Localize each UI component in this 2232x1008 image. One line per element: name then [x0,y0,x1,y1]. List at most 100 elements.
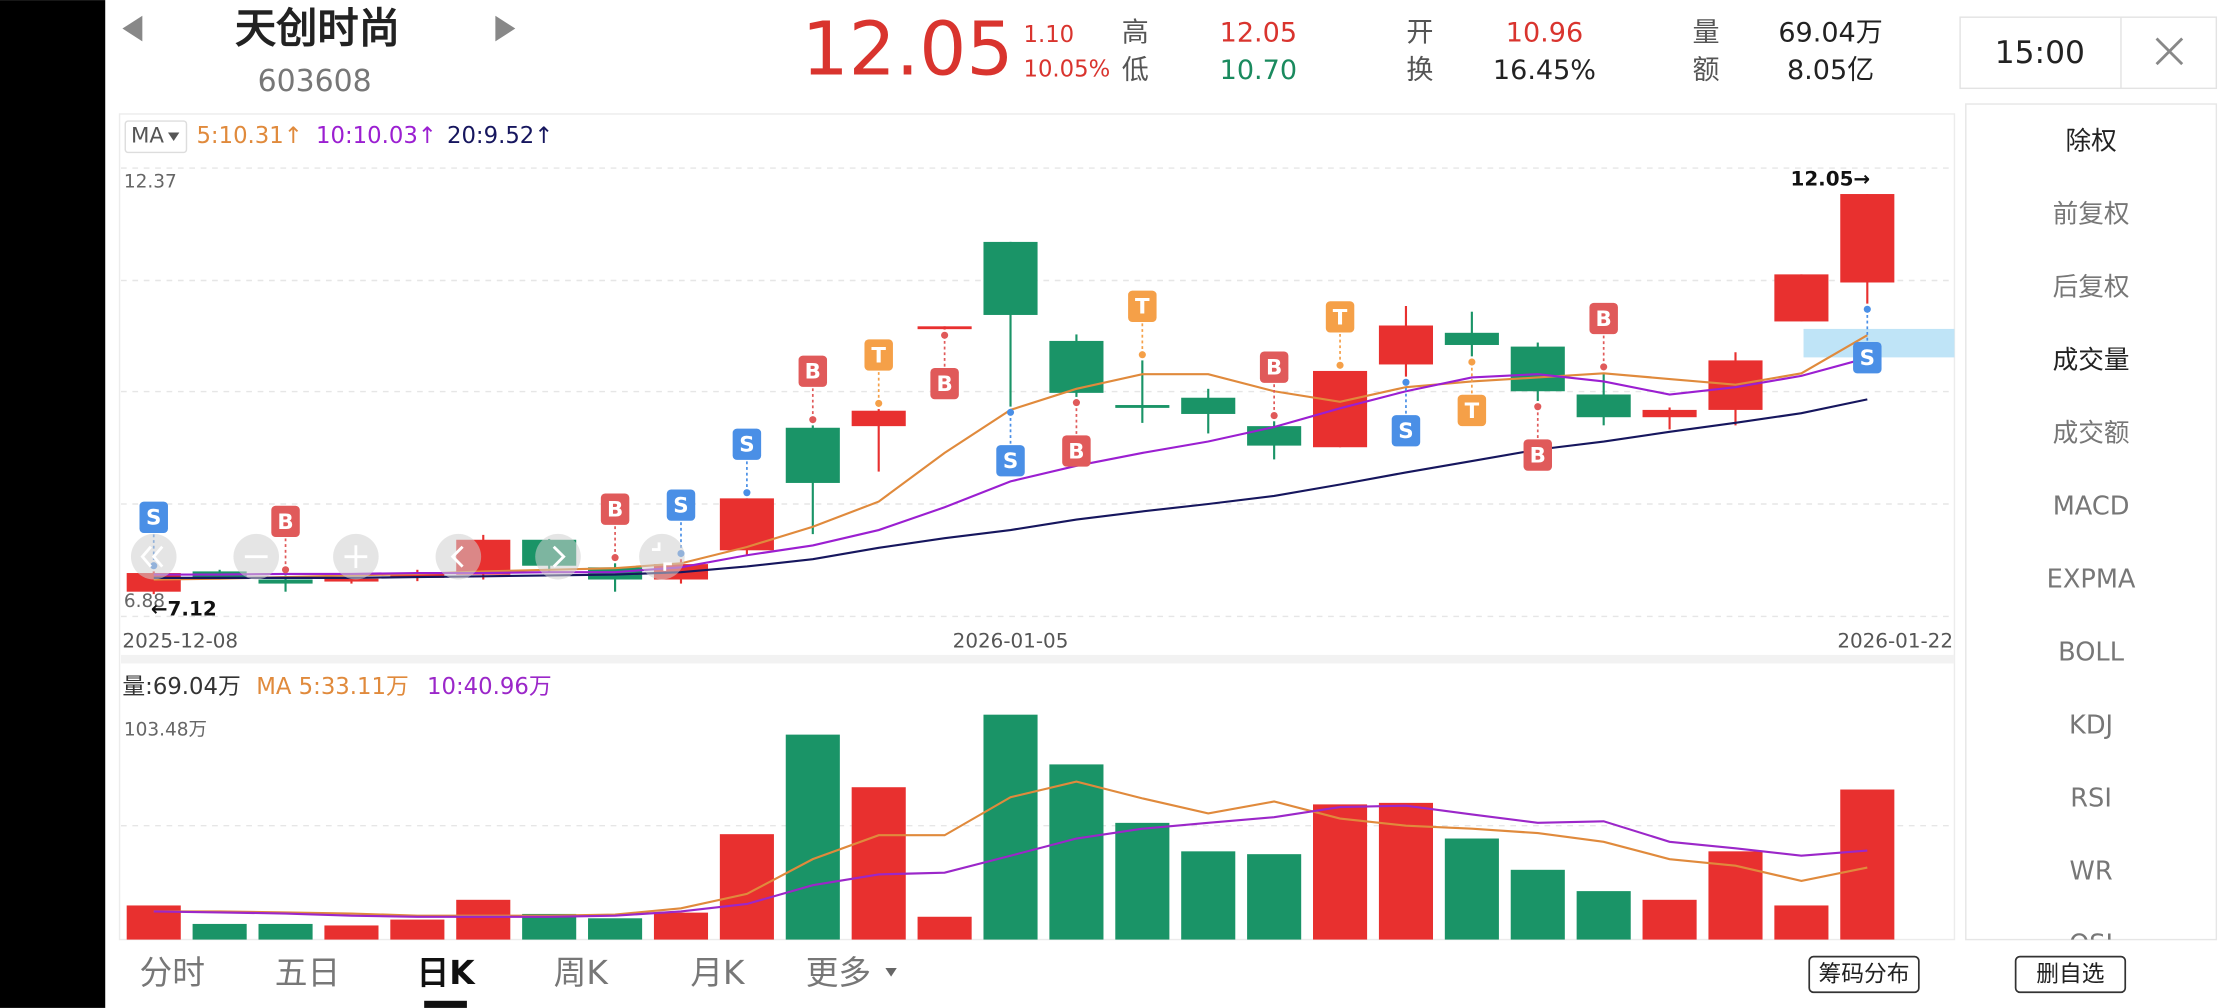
volume-bar [1049,764,1104,940]
candle-body [1378,325,1434,365]
period-tab[interactable]: 周K [554,954,610,992]
tab-indicator [424,1000,467,1008]
volume-bar [390,919,445,940]
side-menu-item[interactable]: 成交量 [2053,346,2130,376]
side-menu-item[interactable]: KDJ [2069,711,2113,741]
signal-dot [1006,408,1015,416]
candle-body [1774,274,1829,322]
close-button[interactable] [2155,37,2184,66]
candle-body [1115,405,1170,408]
side-menu-item[interactable]: RSI [2070,784,2112,814]
side-menu-item[interactable]: WR [2070,857,2113,887]
signal-badge [139,501,168,533]
period-tab[interactable]: 更多 [806,954,871,992]
volume-bar [719,834,774,940]
ma-legend: 5:10.31↑ [196,123,302,149]
volume-bar [983,714,1038,940]
volume-bar [851,787,906,940]
volume-bar [324,925,379,940]
signal-badge [1325,301,1355,333]
zoom-icons [140,542,672,571]
signal-label: B [805,360,821,385]
period-tab[interactable]: 分时 [140,954,205,992]
side-menu-item[interactable]: 后复权 [2053,272,2130,302]
scroll-right[interactable] [535,533,581,580]
quote-value: 69.04万 [1778,18,1882,49]
signal-dot [1402,378,1410,386]
quote-value: 10.70 [1220,55,1297,86]
signal-dot [743,489,751,497]
signal-label: S [739,433,754,458]
side-menu-item[interactable]: OSI [2069,930,2113,960]
scroll-left[interactable] [435,533,482,580]
signal-label: B [277,510,293,535]
side-menu-item[interactable]: 除权 [2065,126,2116,156]
panel-separator [120,654,1955,664]
volume-ma-legend: 10:40.96万 [427,674,552,700]
time-box[interactable] [1959,16,2218,90]
signal-label: B [936,372,952,397]
volume-ma-legend: MA 5:33.11万 [256,674,409,700]
stock-code: 603608 [258,64,372,99]
candle-body [851,410,906,427]
signal-dot [1600,363,1608,371]
bottom-button[interactable] [1808,955,1920,994]
volume-bar [1444,838,1499,940]
ma-line [153,356,1868,576]
volume-bar [1247,854,1302,940]
signal-label: S [673,494,688,519]
signal-label: T [871,343,886,368]
signal-badge [1062,435,1091,467]
volume-ma-line [153,804,1868,918]
quote-label: 高 [1122,18,1149,49]
side-menu-item[interactable]: MACD [2053,492,2130,522]
bottom-button[interactable] [2014,955,2127,994]
quote-label: 开 [1406,18,1433,49]
signal-badge [1589,302,1618,335]
side-menu-item[interactable]: BOLL [2058,638,2125,668]
signal-badge [996,445,1025,477]
volume-bar [1313,804,1368,940]
signal-badge [271,505,300,538]
candle-body [917,326,972,330]
bottom-buttons: 筹码分布 删自选 [1808,955,2127,994]
volume-bar [653,912,709,940]
quote-value: 8.05亿 [1787,55,1874,86]
signal-badge [600,493,630,525]
ma-dropdown-icon [167,132,180,142]
volume-bar [1642,899,1697,940]
signal-dot [1468,358,1476,366]
reset[interactable] [639,533,685,580]
high-annotation: 12.05→ [1790,167,1870,190]
candle-body [1247,426,1302,446]
signal-dot [1534,403,1542,411]
side-menu-item[interactable]: 成交额 [2053,419,2130,449]
period-tab[interactable]: 日K [417,954,477,992]
bottom-button-label: 筹码分布 [1818,962,1909,988]
time: 15:00 [1995,35,2085,71]
low-annotation: ←7.12 [151,597,217,620]
signal-badge [666,489,696,521]
ma-button[interactable] [124,120,188,154]
volume-bar [588,918,643,940]
signal-label: S [1860,346,1875,371]
period-tab[interactable]: 五日 [275,954,340,992]
signal-dot [611,554,619,562]
quote-value: 16.45% [1493,55,1596,86]
prev-stock[interactable] [122,15,143,42]
ma-legend: 20:9.52↑ [447,123,553,149]
quote-label: 量 [1693,18,1720,49]
period-tab[interactable]: 月K [690,954,746,992]
change-pct: 10.05% [1023,56,1110,82]
signal-label: B [1266,356,1282,381]
ma-legend: 10:10.03↑ [316,123,437,149]
volume-ma-line [153,780,1868,917]
price: 12.05 [802,7,1014,93]
side-menu-item[interactable]: EXPMA [2047,565,2136,595]
signal-dot [1072,399,1080,407]
signal-label: S [1003,449,1018,474]
next-stock[interactable] [495,15,516,42]
side-menu-item[interactable]: 前复权 [2053,199,2130,229]
